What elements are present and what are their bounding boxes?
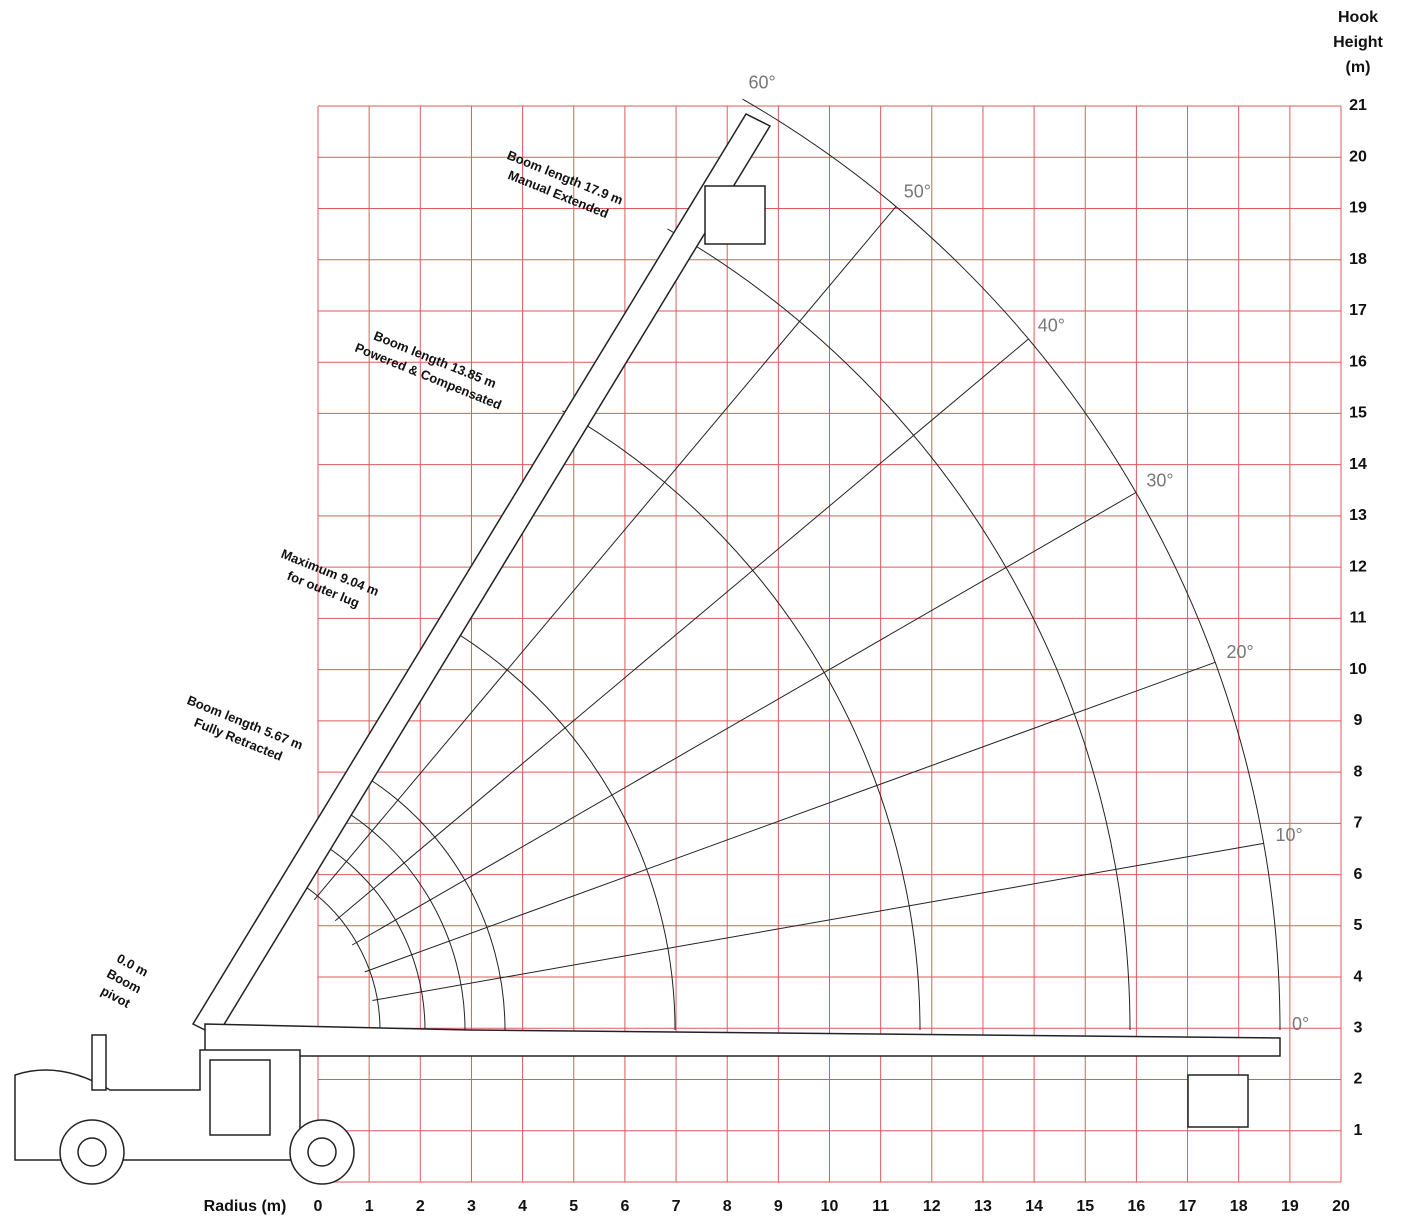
exhaust xyxy=(92,1035,106,1090)
basket-top xyxy=(705,186,765,244)
hub xyxy=(78,1138,106,1166)
y-tick-label: 15 xyxy=(1349,405,1367,422)
y-tick-label: 18 xyxy=(1349,251,1367,268)
grid xyxy=(318,106,1341,1182)
angle-label: 40° xyxy=(1038,315,1065,335)
y-tick-label: 9 xyxy=(1354,712,1363,729)
hub xyxy=(308,1138,336,1166)
y-tick-label: 2 xyxy=(1354,1071,1363,1088)
angle-label: 60° xyxy=(749,73,776,93)
y-tick-label: 17 xyxy=(1349,302,1367,319)
x-tick-label: 0 xyxy=(314,1198,323,1215)
angle-label: 30° xyxy=(1146,471,1173,491)
x-tick-label: 1 xyxy=(365,1198,374,1215)
y-tick-label: 20 xyxy=(1349,148,1367,165)
y-tick-label: 19 xyxy=(1349,200,1367,217)
x-tick-label: 17 xyxy=(1179,1198,1197,1215)
y-tick-label: 14 xyxy=(1349,456,1367,473)
x-tick-label: 3 xyxy=(467,1198,476,1215)
angle-label: 10° xyxy=(1275,825,1302,845)
x-tick-label: 4 xyxy=(518,1198,527,1215)
y-tick-label: 4 xyxy=(1354,968,1363,985)
x-tick-label: 12 xyxy=(923,1198,941,1215)
crane-drawing xyxy=(15,114,1280,1184)
x-axis-label: Radius (m) xyxy=(204,1198,287,1215)
x-tick-label: 19 xyxy=(1281,1198,1299,1215)
x-tick-label: 20 xyxy=(1332,1198,1350,1215)
y-tick-label: 5 xyxy=(1354,917,1363,934)
range-geometry: 0° 10° 20° 30° 40° 50° 60° xyxy=(293,73,1310,1034)
y-axis-label: (m) xyxy=(1346,59,1371,76)
x-tick-label: 16 xyxy=(1128,1198,1146,1215)
x-tick-label: 6 xyxy=(620,1198,629,1215)
chart: 0° 10° 20° 30° 40° 50° 60° Radius (m) Hook Hei… xyxy=(0,0,1401,1221)
x-tick-label: 2 xyxy=(416,1198,425,1215)
x-tick-label: 15 xyxy=(1076,1198,1094,1215)
y-tick-label: 12 xyxy=(1349,558,1367,575)
y-tick-label: 6 xyxy=(1354,866,1363,883)
range-arc xyxy=(293,878,381,1030)
y-tick-label: 10 xyxy=(1349,661,1367,678)
x-tick-label: 18 xyxy=(1230,1198,1248,1215)
boom-raised xyxy=(193,114,770,1036)
x-tick-label: 8 xyxy=(723,1198,732,1215)
y-tick-label: 16 xyxy=(1349,353,1367,370)
x-tick-label: 9 xyxy=(774,1198,783,1215)
x-tick-label: 14 xyxy=(1025,1198,1043,1215)
x-tick-label: 13 xyxy=(974,1198,992,1215)
y-axis-label: Height xyxy=(1333,34,1383,51)
boom-horizontal xyxy=(205,1024,1280,1056)
y-tick-label: 1 xyxy=(1354,1122,1363,1139)
y-tick-label: 21 xyxy=(1349,97,1367,114)
cab xyxy=(210,1060,270,1135)
y-tick-label: 3 xyxy=(1354,1020,1363,1037)
y-tick-label: 11 xyxy=(1350,610,1367,627)
y-tick-label: 7 xyxy=(1354,815,1363,832)
x-tick-label: 5 xyxy=(569,1198,578,1215)
angle-label: 0° xyxy=(1292,1014,1309,1034)
x-tick-label: 11 xyxy=(872,1198,889,1215)
x-tick-label: 7 xyxy=(672,1198,681,1215)
y-axis-label: Hook xyxy=(1338,9,1378,26)
y-tick-label: 13 xyxy=(1349,507,1367,524)
basket-bottom xyxy=(1188,1075,1248,1127)
x-tick-label: 10 xyxy=(821,1198,839,1215)
angle-label: 50° xyxy=(904,181,931,201)
y-tick-label: 8 xyxy=(1354,763,1363,780)
angle-label: 20° xyxy=(1226,642,1253,662)
